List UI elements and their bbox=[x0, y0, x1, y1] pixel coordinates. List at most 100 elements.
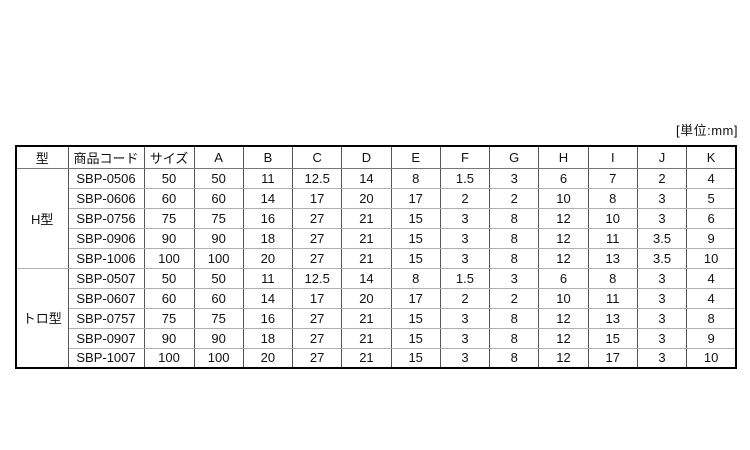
product-code-cell: SBP-0507 bbox=[67, 267, 145, 289]
column-header: サイズ bbox=[143, 145, 195, 169]
value-cell: 8 bbox=[489, 347, 540, 369]
value-cell: 12 bbox=[538, 327, 589, 349]
value-cell: 11 bbox=[242, 267, 294, 289]
value-cell: 90 bbox=[193, 227, 244, 249]
value-cell: 12.5 bbox=[292, 167, 343, 189]
table-row: SBP-0757 75 75 16 27 21 15 3 8 12 13 3 8 bbox=[16, 307, 737, 329]
value-cell: 10 bbox=[538, 187, 589, 209]
table-row: SBP-0907 90 90 18 27 21 15 3 8 12 15 3 9 bbox=[16, 327, 737, 349]
value-cell: 10 bbox=[587, 207, 638, 229]
value-cell: 12.5 bbox=[292, 267, 343, 289]
value-cell: 60 bbox=[193, 187, 244, 209]
value-cell: 27 bbox=[292, 327, 343, 349]
value-cell: 100 bbox=[143, 247, 195, 269]
value-cell: 12 bbox=[538, 307, 589, 329]
value-cell: 20 bbox=[242, 247, 294, 269]
value-cell: 75 bbox=[143, 307, 195, 329]
value-cell: 100 bbox=[193, 247, 244, 269]
product-code-cell: SBP-0907 bbox=[67, 327, 145, 349]
value-cell: 17 bbox=[390, 287, 441, 309]
value-cell: 7 bbox=[587, 167, 638, 189]
value-cell: 8 bbox=[587, 187, 638, 209]
type-group-cell: トロ型 bbox=[16, 267, 69, 369]
value-cell: 13 bbox=[587, 247, 638, 269]
value-cell: 15 bbox=[587, 327, 638, 349]
column-header: C bbox=[292, 145, 343, 169]
value-cell: 15 bbox=[390, 207, 441, 229]
value-cell: 15 bbox=[390, 307, 441, 329]
table-row: SBP-1007 100 100 20 27 21 15 3 8 12 17 3 10 bbox=[16, 347, 737, 369]
value-cell: 60 bbox=[193, 287, 244, 309]
value-cell: 3 bbox=[636, 327, 688, 349]
value-cell: 100 bbox=[193, 347, 244, 369]
column-header: H bbox=[538, 145, 589, 169]
column-header: A bbox=[193, 145, 244, 169]
value-cell: 100 bbox=[143, 347, 195, 369]
value-cell: 3 bbox=[439, 347, 491, 369]
value-cell: 2 bbox=[636, 167, 688, 189]
value-cell: 3.5 bbox=[636, 247, 688, 269]
value-cell: 8 bbox=[390, 167, 441, 189]
value-cell: 14 bbox=[242, 187, 294, 209]
value-cell: 18 bbox=[242, 327, 294, 349]
value-cell: 11 bbox=[587, 287, 638, 309]
value-cell: 3.5 bbox=[636, 227, 688, 249]
value-cell: 6 bbox=[686, 207, 737, 229]
value-cell: 8 bbox=[489, 207, 540, 229]
value-cell: 2 bbox=[489, 187, 540, 209]
value-cell: 8 bbox=[390, 267, 441, 289]
value-cell: 4 bbox=[686, 287, 737, 309]
column-header: B bbox=[242, 145, 294, 169]
value-cell: 16 bbox=[242, 307, 294, 329]
unit-label: [単位:mm] bbox=[676, 123, 738, 138]
value-cell: 2 bbox=[489, 287, 540, 309]
value-cell: 3 bbox=[439, 207, 491, 229]
column-header: I bbox=[587, 145, 638, 169]
value-cell: 90 bbox=[143, 227, 195, 249]
value-cell: 27 bbox=[292, 307, 343, 329]
value-cell: 8 bbox=[489, 227, 540, 249]
column-header: F bbox=[439, 145, 491, 169]
value-cell: 11 bbox=[587, 227, 638, 249]
value-cell: 17 bbox=[292, 287, 343, 309]
value-cell: 10 bbox=[686, 347, 737, 369]
value-cell: 20 bbox=[341, 287, 392, 309]
table-row: SBP-0606 60 60 14 17 20 17 2 2 10 8 3 5 bbox=[16, 187, 737, 209]
spec-table: 型商品コード サイズ A B C D E F G H I J K H型 SBP-0506 50 50 11 12.… bbox=[15, 145, 737, 369]
value-cell: 17 bbox=[390, 187, 441, 209]
product-code-cell: SBP-0506 bbox=[67, 167, 145, 189]
product-code-cell: SBP-1006 bbox=[67, 247, 145, 269]
value-cell: 13 bbox=[587, 307, 638, 329]
value-cell: 8 bbox=[686, 307, 737, 329]
value-cell: 3 bbox=[636, 307, 688, 329]
value-cell: 50 bbox=[193, 167, 244, 189]
value-cell: 60 bbox=[143, 287, 195, 309]
value-cell: 12 bbox=[538, 227, 589, 249]
table-row: SBP-1006 100 100 20 27 21 15 3 8 12 13 3.5 10 bbox=[16, 247, 737, 269]
value-cell: 6 bbox=[538, 267, 589, 289]
value-cell: 50 bbox=[143, 167, 195, 189]
value-cell: 5 bbox=[686, 187, 737, 209]
value-cell: 12 bbox=[538, 207, 589, 229]
product-code-cell: SBP-0756 bbox=[67, 207, 145, 229]
column-header: J bbox=[636, 145, 688, 169]
value-cell: 75 bbox=[143, 207, 195, 229]
value-cell: 8 bbox=[587, 267, 638, 289]
product-code-cell: SBP-0607 bbox=[67, 287, 145, 309]
value-cell: 9 bbox=[686, 327, 737, 349]
table-row: SBP-0756 75 75 16 27 21 15 3 8 12 10 3 6 bbox=[16, 207, 737, 229]
value-cell: 27 bbox=[292, 227, 343, 249]
value-cell: 20 bbox=[341, 187, 392, 209]
value-cell: 3 bbox=[636, 287, 688, 309]
value-cell: 21 bbox=[341, 207, 392, 229]
column-header: 商品コード bbox=[67, 145, 145, 169]
column-header: E bbox=[390, 145, 441, 169]
value-cell: 10 bbox=[686, 247, 737, 269]
value-cell: 21 bbox=[341, 247, 392, 269]
column-header: D bbox=[341, 145, 392, 169]
table-row: H型 SBP-0506 50 50 11 12.5 14 8 1.5 3 6 7 2 4 bbox=[16, 167, 737, 269]
value-cell: 14 bbox=[341, 267, 392, 289]
value-cell: 21 bbox=[341, 227, 392, 249]
value-cell: 27 bbox=[292, 247, 343, 269]
